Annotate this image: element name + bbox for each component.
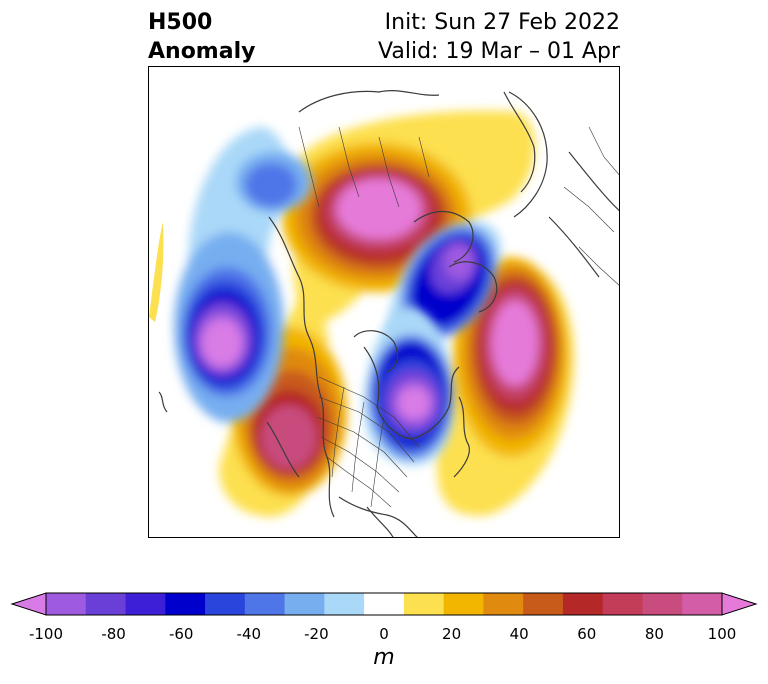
colorbar-min-arrow [10,592,47,616]
trough-eastern-canada [363,307,454,466]
coastlines [158,90,619,537]
colorbar-cell [364,593,405,615]
colorbar-cell [324,593,365,615]
ridge-west-edge [149,222,164,322]
colorbar-cell [443,593,484,615]
map-title: H500 Anomaly [148,8,255,66]
colorbar-tick-label: 0 [379,625,389,643]
colorbar-tick-label: 100 [707,625,737,643]
valid-dates: Valid: 19 Mar – 01 Apr [378,39,620,64]
state-borders [298,126,619,508]
colorbar-tick-label: 60 [577,625,597,643]
trough-pacific [174,127,290,423]
init-date: Init: Sun 27 Feb 2022 [384,10,620,35]
colorbar-cell [244,593,286,615]
title-line-1: H500 [148,10,213,35]
colorbar-cell [642,593,683,615]
colorbar-tick-label: -40 [236,625,262,643]
title-line-2: Anomaly [148,39,256,64]
colorbar-cell [284,593,325,615]
colorbar-cell [165,593,206,615]
colorbar-tick-label: 20 [442,625,462,643]
colorbar-tick-label: -20 [304,625,329,643]
colorbar-cell [125,593,166,615]
colorbar-unit: m [373,645,395,670]
colorbar-tick-label: 40 [509,625,529,643]
colorbar-cell [483,593,524,615]
colorbar-cell [46,593,87,615]
colorbar-tick-label: -100 [28,625,64,643]
colorbar-tick-label: 80 [644,625,664,643]
colorbar-cell [682,593,723,615]
colorbar-outline [45,592,723,616]
trough-alaska [236,152,312,212]
colorbar-cell [602,593,643,615]
colorbar-tick-label: -60 [168,625,194,643]
colorbar-tick-label: -80 [101,625,126,643]
anomaly-map [148,66,620,538]
colorbar-cell [523,593,564,615]
anomaly-map-svg [149,90,619,537]
colorbar [10,592,758,616]
colorbar-max-arrow [721,592,758,616]
colorbar-cell [205,593,246,615]
colorbar-cell [403,593,445,615]
colorbar-cell [562,593,604,615]
map-dates: Init: Sun 27 Feb 2022 Valid: 19 Mar – 01… [378,8,620,66]
colorbar-cell [85,593,127,615]
colorbar-cells [46,593,723,615]
